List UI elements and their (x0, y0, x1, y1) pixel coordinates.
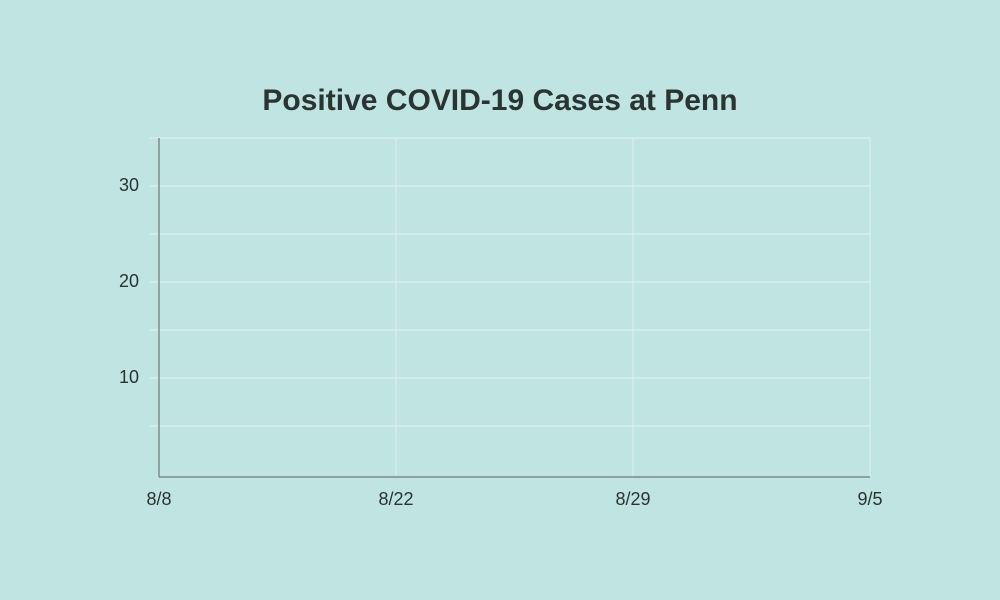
x-tick-label: 9/5 (857, 489, 882, 509)
y-tick-label: 30 (119, 175, 139, 195)
y-tick-label: 10 (119, 367, 139, 387)
y-tick-label: 20 (119, 271, 139, 291)
x-tick-label: 8/22 (378, 489, 413, 509)
chart-title: Positive COVID-19 Cases at Penn (262, 84, 737, 117)
x-tick-label: 8/8 (146, 489, 171, 509)
x-tick-label: 8/29 (615, 489, 650, 509)
